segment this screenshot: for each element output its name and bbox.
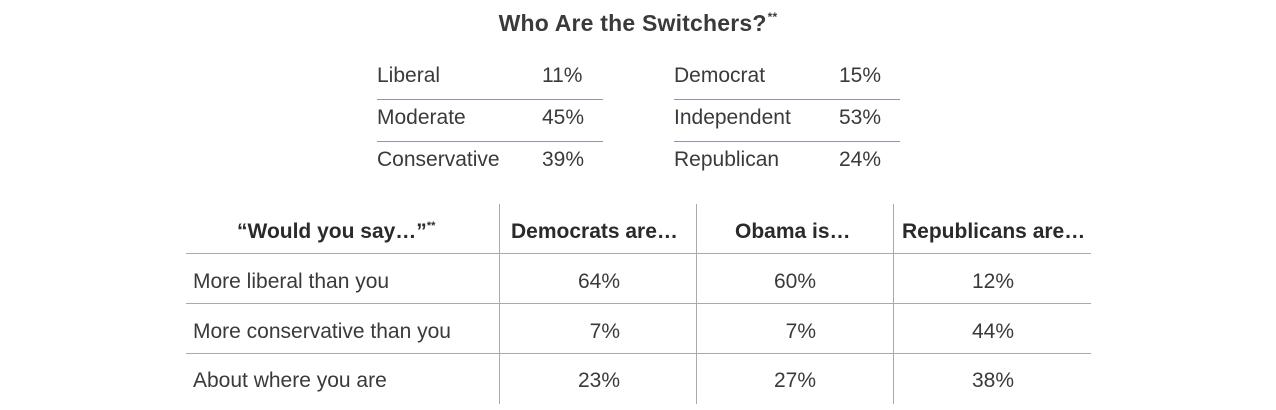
table-cell: 44% [971, 320, 1014, 343]
party-value: 15% [839, 64, 882, 87]
party-value: 24% [839, 148, 882, 171]
column-divider [696, 204, 697, 404]
table-cell: 23% [577, 369, 620, 392]
row-divider [186, 353, 1091, 354]
party-label: Democrat [674, 64, 766, 87]
title-footnote-marker: ** [767, 10, 778, 24]
ideology-value: 39% [542, 148, 585, 171]
column-header: Democrats are… [511, 220, 678, 243]
comparison-table: “Would you say…”** Democrats are… Obama … [186, 204, 1091, 404]
row-label: About where you are [193, 369, 387, 392]
party-row: Democrat 15% [674, 58, 900, 100]
party-row: Independent 53% [674, 100, 900, 142]
table-cell: 27% [773, 369, 816, 392]
question-footnote-marker: ** [426, 220, 436, 232]
row-label: More liberal than you [193, 270, 390, 293]
table-cell: 38% [971, 369, 1014, 392]
party-breakdown: Democrat 15% Independent 53% Republican … [674, 58, 900, 184]
ideology-breakdown: Liberal 11% Moderate 45% Conservative 39… [377, 58, 603, 184]
ideology-row: Conservative 39% [377, 142, 603, 184]
table-cell: 12% [971, 270, 1014, 293]
ideology-label: Moderate [377, 106, 466, 129]
party-label: Independent [674, 106, 791, 129]
question-text: “Would you say…” [237, 220, 427, 243]
page-title: Who Are the Switchers?** [0, 10, 1276, 37]
title-text: Who Are the Switchers? [498, 10, 767, 36]
ideology-row: Liberal 11% [377, 58, 603, 100]
table-cell: 7% [785, 320, 816, 343]
ideology-value: 45% [542, 106, 585, 129]
ideology-label: Conservative [377, 148, 500, 171]
column-divider [499, 204, 500, 404]
party-row: Republican 24% [674, 142, 900, 184]
column-divider [893, 204, 894, 404]
row-label: More conservative than you [193, 320, 451, 343]
party-label: Republican [674, 148, 780, 171]
ideology-label: Liberal [377, 64, 441, 87]
question-header: “Would you say…”** [237, 220, 435, 244]
ideology-value: 11% [542, 64, 583, 87]
table-cell: 64% [577, 270, 620, 293]
column-header: Republicans are… [902, 220, 1086, 243]
ideology-row: Moderate 45% [377, 100, 603, 142]
column-header: Obama is… [735, 220, 851, 243]
row-divider [186, 303, 1091, 304]
party-value: 53% [839, 106, 882, 129]
table-cell: 60% [773, 270, 816, 293]
row-divider [186, 253, 1091, 254]
table-cell: 7% [589, 320, 620, 343]
